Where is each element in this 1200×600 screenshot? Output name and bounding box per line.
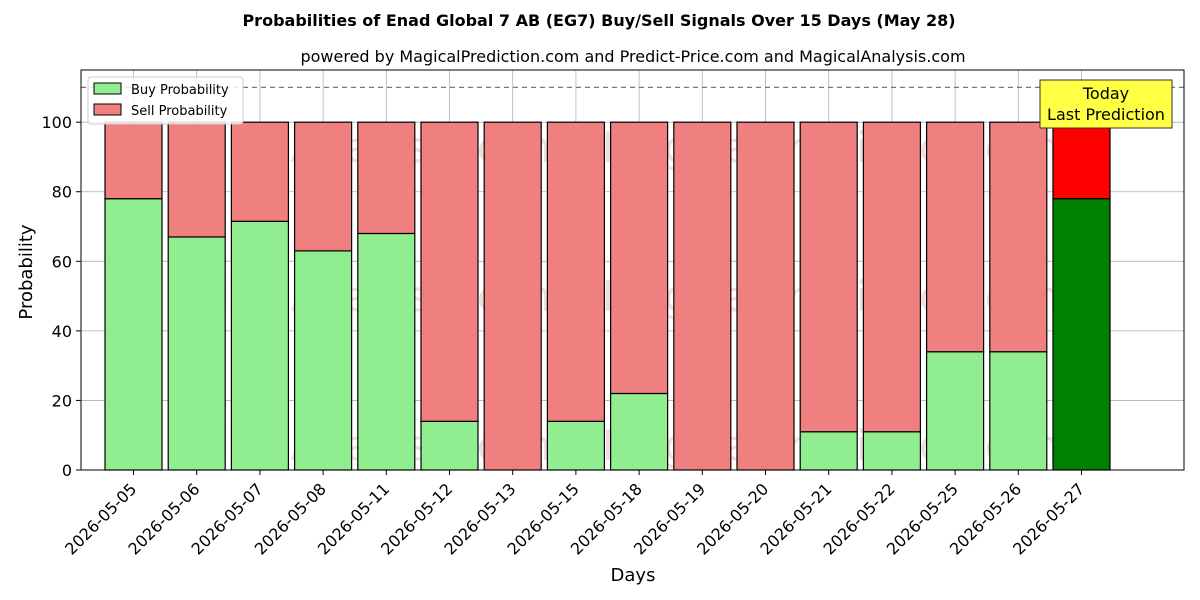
sell-bar [483,121,542,471]
buy-bar [989,351,1048,471]
buy-bar [294,250,353,471]
chart-title: Probabilities of Enad Global 7 AB (EG7) … [242,11,955,30]
legend-label-buy: Buy Probability [131,83,229,98]
buy-bar [862,431,922,471]
sell-bar [925,121,985,353]
legend-label-sell: Sell Probability [131,104,228,119]
y-tick-label: 40 [52,322,72,341]
legend-swatch-sell [93,103,122,116]
y-tick-label: 80 [52,183,72,202]
buy-bar [357,232,416,471]
buy-bar [1052,198,1111,471]
sell-bar [420,121,479,422]
sell-bar [1052,121,1111,200]
sell-bar [989,121,1048,353]
chart-subtitle: powered by MagicalPrediction.com and Pre… [300,47,965,66]
buy-bar [420,420,479,471]
sell-bar [104,121,163,200]
sell-bar [357,121,416,235]
sell-bar [673,121,732,471]
sell-bar [167,121,226,238]
legend-box [87,76,244,125]
sell-bar [546,121,606,422]
y-tick-label: 0 [62,461,72,480]
today-annotation-line1: Today [1082,84,1129,103]
sell-bar [799,121,858,433]
today-annotation-line2: Last Prediction [1047,105,1165,124]
buy-bar [167,236,226,471]
buy-bar [925,351,985,471]
legend-swatch-buy [93,82,122,95]
plot-area: MagicalAnalysis.comMagicalPrediction.com… [41,69,1185,559]
sell-bar [736,121,795,471]
sell-bar [609,121,669,395]
buy-bar [799,431,858,471]
y-tick-label: 100 [41,113,72,132]
y-tick-label: 20 [52,391,72,410]
today-annotation: Today Last Prediction [1039,79,1173,129]
plot-frame [80,69,1185,471]
sell-bar [230,121,289,222]
sell-bar [862,121,922,433]
x-axis-label: Days [611,565,656,586]
buy-bar [104,198,163,471]
sell-bar [294,121,353,252]
legend: Buy Probability Sell Probability [87,76,244,125]
buy-bar [546,420,606,471]
buy-bar [230,220,289,471]
buy-bar [609,392,669,471]
today-annotation-box [1039,79,1173,129]
y-axis-label: Probability [16,224,37,319]
y-tick-label: 60 [52,252,72,271]
